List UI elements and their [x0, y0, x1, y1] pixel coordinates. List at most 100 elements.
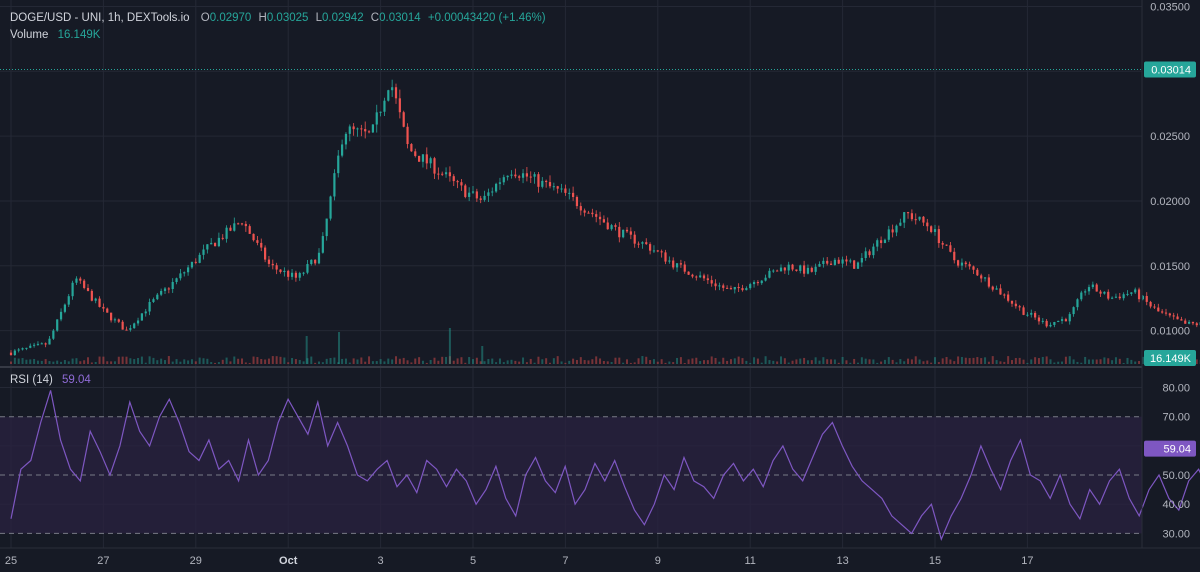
- volume-bar: [876, 362, 879, 364]
- volume-bar: [137, 358, 140, 364]
- volume-bar: [264, 359, 267, 364]
- volume-bar: [883, 359, 886, 364]
- volume-bar: [949, 359, 952, 364]
- candle-body: [1122, 294, 1125, 299]
- candle-body: [737, 286, 740, 289]
- candle-body: [1111, 297, 1114, 299]
- volume-bar: [348, 362, 351, 364]
- candlestick-series[interactable]: [9, 65, 1200, 356]
- volume-bar: [475, 357, 478, 364]
- candle-body: [371, 124, 374, 133]
- ohlc-open-value: 0.02970: [209, 12, 252, 24]
- volume-bar: [1130, 359, 1133, 364]
- volume-bar: [117, 356, 120, 364]
- candle-body: [649, 244, 652, 251]
- candle-body: [1191, 321, 1195, 324]
- candle-body: [9, 352, 13, 356]
- volume-bar: [491, 358, 494, 364]
- candle-body: [618, 226, 621, 238]
- candle-body: [402, 112, 405, 127]
- volume-bar: [1134, 361, 1137, 364]
- candle-body: [803, 265, 806, 274]
- ohlc-open-key: O: [200, 12, 210, 24]
- time-axis[interactable]: 25 27 29 Oct 3 5 7 9 11 13 15 17: [5, 555, 1034, 567]
- volume-bar: [1111, 360, 1114, 364]
- candle-body: [853, 260, 856, 269]
- volume-bar: [187, 360, 190, 364]
- candle-body: [914, 219, 917, 221]
- price-tick-label: 0.03500: [1150, 1, 1190, 13]
- candle-body: [360, 128, 363, 130]
- rsi-band-lines: [0, 416, 1142, 534]
- volume-bar: [279, 356, 282, 364]
- candle-body: [298, 273, 301, 278]
- candle-body: [287, 270, 290, 277]
- candle-body: [548, 182, 552, 187]
- volume-bar: [987, 361, 990, 364]
- volume-bar: [298, 359, 301, 364]
- volume-bar: [502, 362, 505, 364]
- volume-bar: [167, 356, 170, 364]
- volume-bar: [853, 358, 856, 364]
- candle-body: [883, 239, 887, 243]
- price-axis[interactable]: 0.035000.030000.025000.020000.015000.010…: [1150, 1, 1190, 337]
- volume-bar: [1045, 356, 1048, 364]
- volume-bar: [541, 359, 544, 364]
- volume-bar: [113, 361, 116, 364]
- last-price-badge: 0.03014: [1151, 64, 1191, 76]
- volume-bar: [841, 356, 844, 364]
- candle-body: [225, 227, 228, 239]
- candle-body: [502, 177, 505, 183]
- volume-bar: [1018, 357, 1021, 364]
- volume-bar: [445, 356, 448, 364]
- candle-body: [764, 277, 767, 281]
- volume-bar: [976, 357, 979, 364]
- volume-bar: [1037, 358, 1040, 364]
- volume-bar: [414, 358, 417, 364]
- volume-bar: [156, 360, 159, 364]
- volume-bar: [687, 359, 690, 364]
- candle-body: [121, 321, 124, 330]
- volume-bar: [633, 362, 636, 364]
- volume-bar: [872, 359, 875, 364]
- candle-body: [702, 275, 706, 279]
- candle-body: [425, 154, 428, 164]
- candle-body: [645, 242, 648, 245]
- volume-bar: [914, 356, 917, 364]
- candle-body: [352, 126, 355, 130]
- candle-body: [190, 261, 194, 268]
- volume-bar: [40, 360, 43, 364]
- volume-bar: [583, 360, 586, 364]
- volume-bar: [602, 360, 605, 364]
- volume-bar: [152, 357, 155, 364]
- volume-bar: [383, 361, 386, 364]
- candle-body: [1080, 292, 1083, 300]
- volume-bar: [518, 361, 521, 364]
- candle-body: [321, 236, 324, 253]
- candle-body: [13, 350, 16, 356]
- volume-bar: [1114, 357, 1117, 364]
- candle-body: [1045, 320, 1048, 327]
- candle-body: [614, 225, 617, 227]
- volume-bar: [991, 356, 994, 364]
- volume-bar: [448, 356, 451, 364]
- candle-body: [394, 87, 398, 99]
- volume-bar: [233, 356, 236, 364]
- candle-body: [144, 311, 147, 314]
- volume-bar: [371, 361, 374, 364]
- volume-bar: [803, 357, 806, 364]
- candle-body: [556, 186, 559, 189]
- ohlc-high-value: 0.03025: [266, 12, 309, 24]
- volume-bar: [1122, 362, 1125, 364]
- volume-bar: [729, 359, 732, 364]
- price-tick-label: 0.02500: [1150, 131, 1190, 143]
- candle-body: [1053, 321, 1056, 325]
- candle-body: [1014, 303, 1017, 307]
- candle-body: [337, 155, 340, 174]
- candle-body: [468, 192, 471, 197]
- volume-bar: [564, 362, 567, 364]
- candle-body: [1091, 284, 1094, 288]
- volume-bar: [575, 359, 578, 364]
